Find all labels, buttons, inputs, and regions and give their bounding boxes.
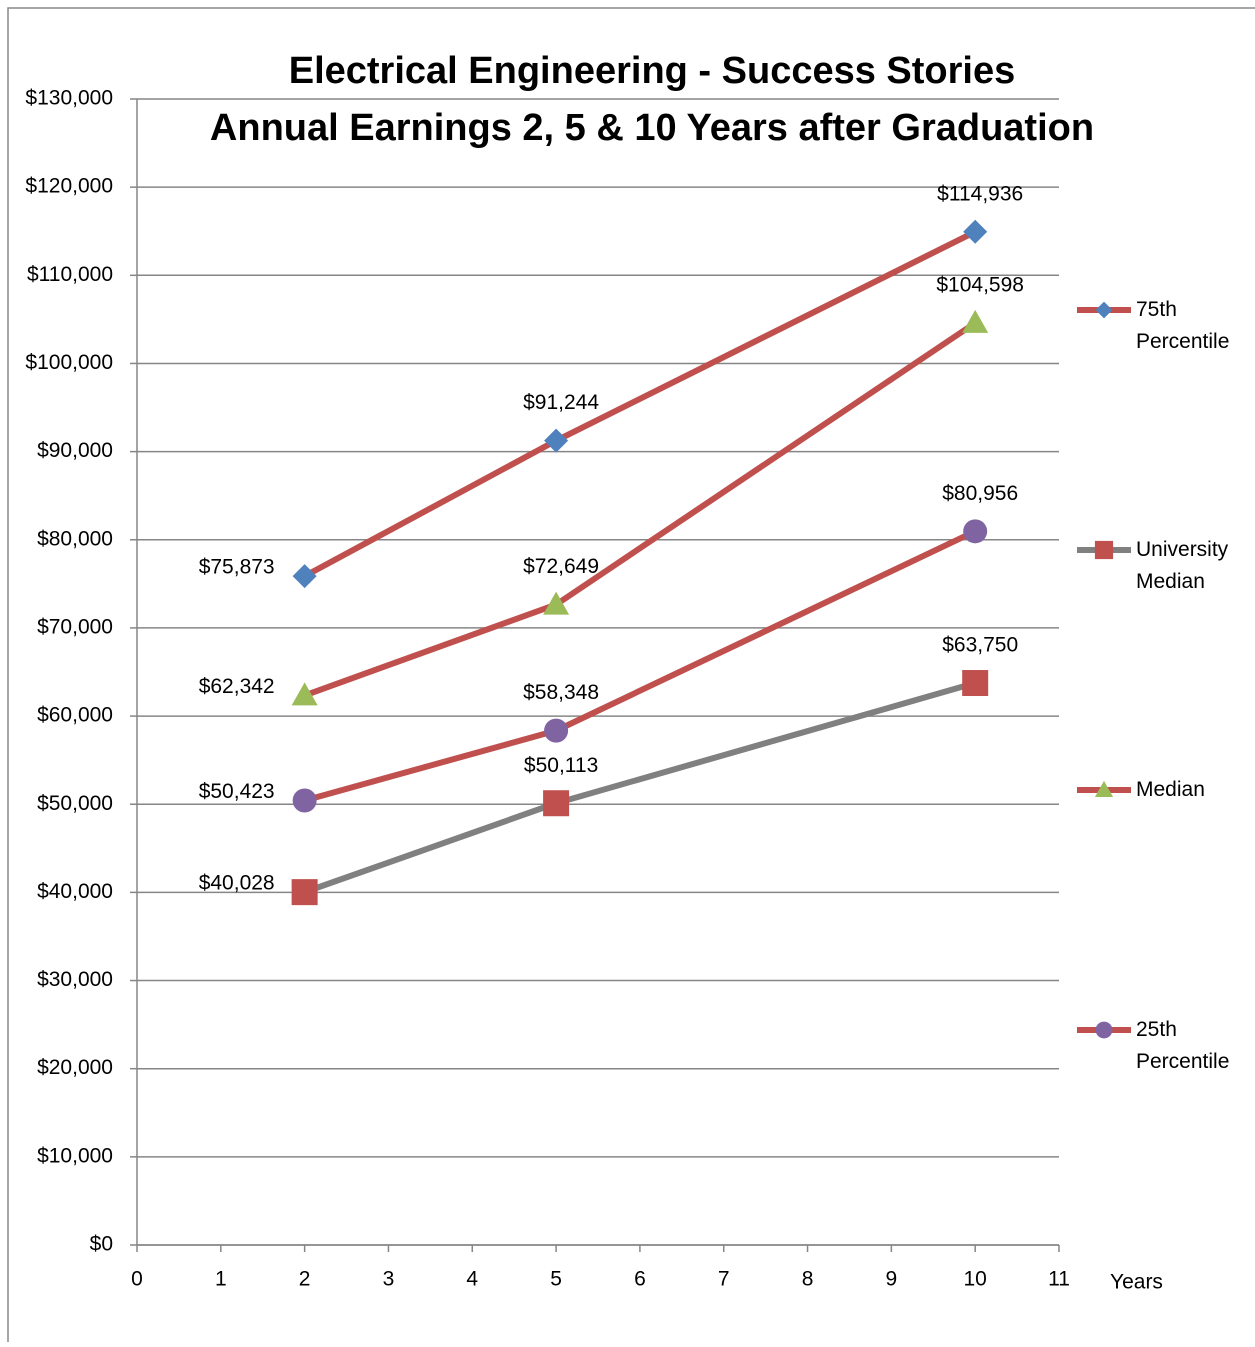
x-tick-label: 10	[964, 1268, 987, 1291]
data-point	[291, 879, 318, 906]
y-tick-label: $10,000	[37, 1144, 113, 1167]
data-point	[543, 790, 570, 817]
data-label: $80,956	[942, 482, 1018, 505]
legend-label: 75th Percentile	[1136, 298, 1230, 353]
y-tick-label: $40,000	[37, 880, 113, 903]
data-label: $40,028	[199, 872, 275, 895]
data-point	[963, 219, 988, 244]
x-tick-label: 6	[634, 1268, 646, 1291]
x-tick-label: 7	[718, 1268, 730, 1291]
series-line	[303, 229, 977, 579]
x-tick-label: 9	[886, 1268, 898, 1291]
legend-marker	[1095, 1021, 1113, 1039]
series-line	[303, 320, 977, 699]
data-point	[543, 591, 570, 615]
y-tick-label: $30,000	[37, 968, 113, 991]
legend-marker	[1095, 301, 1113, 319]
legend-label: 25th Percentile	[1136, 1018, 1230, 1073]
data-point	[963, 519, 988, 544]
legend-marker	[1094, 540, 1114, 560]
data-label: $50,113	[524, 754, 598, 777]
chart-frame	[7, 7, 1255, 1347]
y-tick-label: $0	[90, 1233, 113, 1256]
data-label: $104,598	[936, 273, 1024, 296]
chart-title: Electrical Engineering - Success Stories	[289, 50, 1016, 92]
y-tick-label: $130,000	[25, 87, 113, 110]
x-tick-label: 3	[383, 1268, 395, 1291]
data-label: $63,750	[942, 634, 1018, 657]
y-tick-label: $100,000	[25, 351, 113, 374]
data-label: $62,342	[199, 675, 275, 698]
y-tick-label: $80,000	[37, 527, 113, 550]
x-tick-label: 8	[802, 1268, 814, 1291]
data-point	[962, 670, 989, 697]
y-tick-label: $110,000	[27, 263, 113, 286]
x-tick-label: 5	[550, 1268, 562, 1291]
legend-marker	[1094, 780, 1114, 797]
series-line	[303, 528, 977, 804]
legend-label: Median	[1136, 778, 1205, 801]
data-label: $72,649	[523, 555, 599, 578]
x-tick-label: 11	[1048, 1268, 1070, 1291]
legend-label: University Median	[1136, 538, 1229, 593]
data-point	[292, 788, 317, 813]
data-point	[962, 309, 989, 333]
data-label: $75,873	[199, 556, 275, 579]
y-tick-label: $50,000	[37, 792, 113, 815]
data-point	[544, 428, 569, 453]
data-label: $50,423	[199, 780, 275, 803]
data-point	[291, 682, 318, 706]
x-tick-label: 2	[299, 1268, 311, 1291]
x-tick-label: 4	[466, 1268, 478, 1291]
y-tick-label: $60,000	[37, 704, 113, 727]
y-tick-label: $120,000	[25, 175, 113, 198]
x-axis-label: Years	[1110, 1271, 1163, 1294]
series-line	[303, 680, 977, 895]
data-point	[292, 564, 317, 589]
data-label: $91,244	[523, 391, 599, 414]
data-label: $114,936	[937, 182, 1023, 205]
x-tick-label: 0	[131, 1268, 143, 1291]
x-tick-label: 1	[215, 1268, 227, 1291]
data-label: $58,348	[523, 681, 599, 704]
y-tick-label: $70,000	[37, 615, 113, 638]
y-tick-label: $20,000	[37, 1056, 113, 1079]
chart-subtitle: Annual Earnings 2, 5 & 10 Years after Gr…	[210, 107, 1094, 149]
y-tick-label: $90,000	[37, 439, 113, 462]
data-point	[544, 718, 569, 743]
